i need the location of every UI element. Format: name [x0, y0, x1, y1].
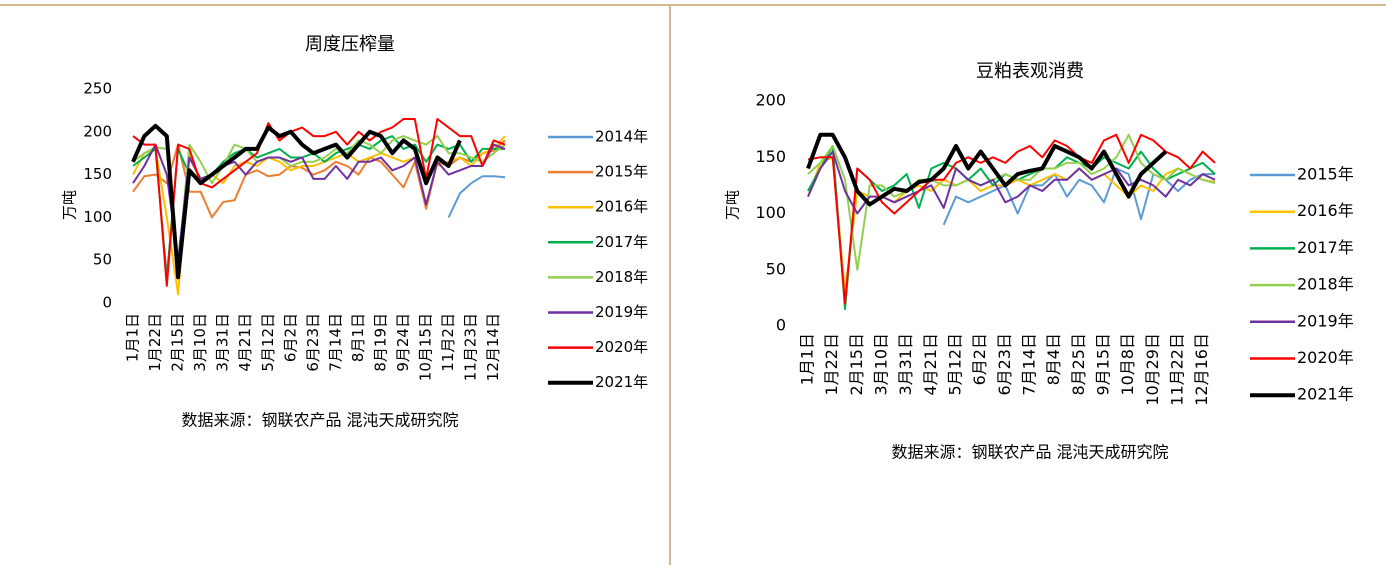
x-tick-label: 12月16日 — [1192, 333, 1211, 406]
legend-label: 2018年 — [595, 268, 648, 286]
x-tick-label: 1月1日 — [124, 313, 142, 362]
legend-label: 2017年 — [1297, 238, 1354, 257]
legend-label: 2019年 — [1297, 311, 1354, 330]
series-line — [132, 135, 506, 270]
x-tick-label: 10月15日 — [417, 313, 435, 381]
y-tick-label: 50 — [766, 259, 786, 278]
x-tick-label: 1月22日 — [146, 313, 164, 372]
x-tick-label: 8月4日 — [1044, 333, 1063, 385]
y-tick-label: 150 — [755, 147, 786, 166]
x-tick-label: 11月23日 — [462, 313, 480, 381]
legend-label: 2020年 — [595, 338, 648, 356]
legend-label: 2015年 — [595, 163, 648, 181]
y-tick-label: 250 — [83, 80, 112, 98]
y-tick-label: 200 — [755, 91, 786, 110]
legend-label: 2020年 — [1297, 348, 1354, 367]
x-tick-label: 10月29日 — [1143, 333, 1162, 406]
series-line — [942, 167, 1215, 226]
chart-title: 周度压榨量 — [305, 34, 395, 55]
x-tick-label: 7月14日 — [1020, 333, 1039, 396]
x-tick-label: 6月2日 — [281, 313, 299, 362]
x-tick-label: 3月10日 — [191, 313, 209, 372]
series-line — [807, 145, 1216, 311]
x-tick-label: 5月12日 — [259, 313, 277, 372]
x-tick-label: 8月25日 — [1069, 333, 1088, 396]
series-line — [447, 175, 506, 218]
legend-label: 2016年 — [1297, 201, 1354, 220]
y-tick-label: 150 — [83, 165, 112, 183]
x-tick-label: 2月15日 — [169, 313, 187, 372]
legend-label: 2017年 — [595, 233, 648, 251]
x-tick-label: 11月22日 — [1168, 333, 1187, 406]
series-line — [806, 132, 1168, 207]
series-line — [807, 150, 1216, 215]
legend-label: 2021年 — [595, 373, 648, 391]
x-tick-label: 8月1日 — [349, 313, 367, 362]
x-tick-label: 1月1日 — [798, 333, 817, 385]
y-axis-label: 万吨 — [724, 190, 742, 220]
x-tick-label: 3月10日 — [872, 333, 891, 396]
x-tick-label: 12月14日 — [484, 313, 502, 381]
y-tick-label: 50 — [93, 251, 112, 269]
x-tick-label: 3月31日 — [896, 333, 915, 396]
y-tick-label: 100 — [755, 203, 786, 222]
y-tick-label: 200 — [83, 122, 112, 140]
x-tick-label: 4月21日 — [921, 333, 940, 396]
x-tick-label: 4月21日 — [236, 313, 254, 372]
y-tick-label: 0 — [776, 316, 786, 335]
x-tick-label: 6月2日 — [970, 333, 989, 385]
x-tick-label: 3月31日 — [214, 313, 232, 372]
x-tick-label: 10月8日 — [1118, 333, 1137, 396]
source-note: 数据来源：钢联农产品 混沌天成研究院 — [891, 443, 1168, 462]
x-tick-label: 6月23日 — [995, 333, 1014, 396]
legend-label: 2015年 — [1297, 165, 1354, 184]
x-tick-label: 8月19日 — [372, 313, 390, 372]
x-tick-label: 9月24日 — [394, 313, 412, 372]
legend-label: 2019年 — [595, 303, 648, 321]
x-tick-label: 11月2日 — [439, 313, 457, 372]
x-tick-label: 1月22日 — [822, 333, 841, 396]
legend-label: 2021年 — [1297, 385, 1354, 404]
y-tick-label: 100 — [83, 208, 112, 226]
x-tick-label: 9月15日 — [1094, 333, 1113, 396]
y-tick-label: 0 — [102, 294, 112, 312]
x-tick-label: 7月14日 — [326, 313, 344, 372]
chart-title: 豆粕表观消费 — [976, 61, 1084, 82]
legend-label: 2016年 — [595, 198, 648, 216]
series-line — [807, 133, 1216, 305]
series-line — [131, 123, 462, 280]
series-line — [132, 118, 506, 287]
source-note: 数据来源：钢联农产品 混沌天成研究院 — [181, 411, 458, 430]
x-tick-label: 2月15日 — [847, 333, 866, 396]
y-axis-label: 万吨 — [61, 190, 79, 220]
legend-label: 2014年 — [595, 128, 648, 146]
x-tick-label: 5月12日 — [946, 333, 965, 396]
legend-label: 2018年 — [1297, 275, 1354, 294]
x-tick-label: 6月23日 — [304, 313, 322, 372]
